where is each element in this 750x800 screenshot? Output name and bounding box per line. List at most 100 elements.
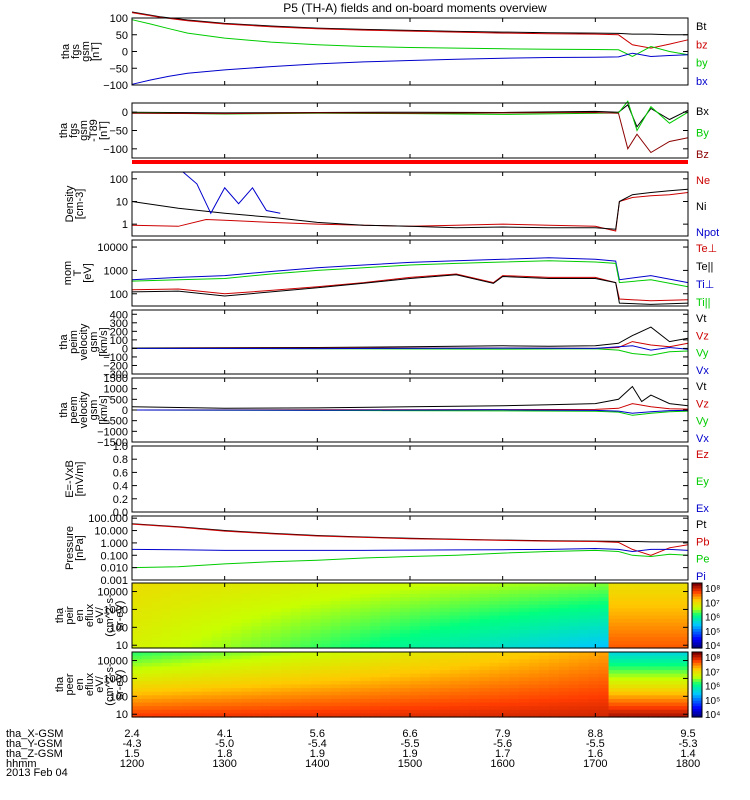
spectrogram-cell xyxy=(539,601,550,606)
spectrogram-cell xyxy=(578,583,590,588)
spectrogram-cell xyxy=(618,655,630,660)
spectrogram-cell xyxy=(628,640,639,645)
spectrogram-cell xyxy=(340,611,352,617)
spectrogram-cell xyxy=(419,673,431,678)
spectrogram-cell xyxy=(449,611,461,617)
panel-frame xyxy=(131,515,689,581)
legend-entry: bx xyxy=(696,76,708,88)
spectrogram-cell xyxy=(658,629,669,635)
spectrogram-cell xyxy=(181,626,193,631)
spectrogram-cell xyxy=(419,698,431,704)
spectrogram-cell xyxy=(529,629,540,635)
spectrogram-cell xyxy=(529,601,540,606)
spectrogram-cell xyxy=(320,597,332,602)
spectrogram-cell xyxy=(608,659,620,664)
spectrogram-cell xyxy=(449,590,461,595)
spectrogram-cell xyxy=(608,586,620,591)
panel-8: 100.00010.0001.0000.1000.0100.001Pressur… xyxy=(64,513,709,587)
spectrogram-cell xyxy=(410,604,421,609)
spectrogram-cell xyxy=(132,633,143,638)
spectrogram-cell xyxy=(181,633,193,638)
spectrogram-cell xyxy=(658,593,669,599)
spectrogram-cell xyxy=(459,615,471,620)
spectrogram-cell xyxy=(549,702,560,707)
spectrogram-cell xyxy=(648,713,659,718)
spectrogram-cell xyxy=(191,629,203,635)
spectrogram-cell xyxy=(539,608,550,613)
spectrogram-cell xyxy=(151,633,163,638)
spectrogram-cell xyxy=(439,673,451,678)
spectrogram-cell xyxy=(410,633,421,638)
spectrogram-cell xyxy=(529,611,540,617)
spectrogram-cell xyxy=(191,619,203,624)
spectrogram-cell xyxy=(489,666,500,671)
spectrogram-cell xyxy=(290,709,302,714)
spectrogram-cell xyxy=(241,608,252,613)
legend-entry: Ez xyxy=(696,449,709,461)
spectrogram-cell xyxy=(370,640,381,645)
spectrogram-cell xyxy=(390,713,401,718)
spectrogram-cell xyxy=(201,626,213,631)
spectrogram-cell xyxy=(360,586,371,591)
spectrogram-cell xyxy=(201,644,213,649)
spectrogram-cell xyxy=(558,590,570,595)
spectrogram-cell xyxy=(132,670,143,675)
spectrogram-cell xyxy=(618,586,630,591)
spectrogram-cell xyxy=(340,673,352,678)
spectrogram-cell xyxy=(509,619,520,624)
spectrogram-cell xyxy=(261,583,272,588)
spectrogram-cell xyxy=(519,637,530,642)
spectrogram-cell xyxy=(598,713,610,718)
spectrogram-cell xyxy=(132,619,143,624)
spectrogram-cell xyxy=(191,684,203,689)
spectrogram-cell xyxy=(588,702,600,707)
spectrogram-cell xyxy=(201,601,213,606)
spectrogram-cell xyxy=(568,677,580,682)
spectrogram-cell xyxy=(608,673,620,678)
spectrogram-cell xyxy=(320,608,332,613)
spectrogram-cell xyxy=(390,622,401,627)
spectrogram-cell xyxy=(429,659,441,664)
spectrogram-cell xyxy=(370,652,381,657)
spectrogram-cell xyxy=(608,640,620,645)
spectrogram-cell xyxy=(271,713,282,718)
spectrogram-cell xyxy=(469,652,481,657)
spectrogram-cell xyxy=(489,684,500,689)
spectrogram-cell xyxy=(479,677,491,682)
spectrogram-cell xyxy=(300,640,312,645)
spectrogram-cell xyxy=(509,677,520,682)
spectrogram-cell xyxy=(390,626,401,631)
colorbar-segment xyxy=(692,689,702,694)
spectrogram-cell xyxy=(310,604,322,609)
spectrogram-cell xyxy=(419,688,431,693)
spectrogram-cell xyxy=(410,662,421,668)
spectrogram-cell xyxy=(588,684,600,689)
spectrogram-cell xyxy=(459,680,471,686)
spectrogram-cell xyxy=(310,695,322,700)
spectrogram-cell xyxy=(330,677,342,682)
spectrogram-cell xyxy=(479,698,491,704)
legend-entry: Vx xyxy=(696,433,709,445)
y-axis-label-line: fgs xyxy=(70,44,82,59)
spectrogram-cell xyxy=(558,633,570,638)
spectrogram-cell xyxy=(132,601,143,606)
spectrogram-cell xyxy=(171,619,183,624)
spectrogram-cell xyxy=(330,593,342,599)
spectrogram-cell xyxy=(439,619,451,624)
spectrogram-cell xyxy=(410,659,421,664)
spectrogram-cell xyxy=(400,633,411,638)
spectrogram-cell xyxy=(568,601,580,606)
spectrogram-cell xyxy=(181,677,193,682)
y-tick-label: 1.0 xyxy=(113,441,128,453)
spectrogram-cell xyxy=(628,593,639,599)
spectrogram-cell xyxy=(350,640,361,645)
spectrogram-cell xyxy=(211,709,222,714)
spectrogram-cell xyxy=(608,713,620,718)
spectrogram-cell xyxy=(300,619,312,624)
spectrogram-cell xyxy=(410,619,421,624)
spectrogram-cell xyxy=(449,604,461,609)
spectrogram-cell xyxy=(211,644,222,649)
spectrogram-cell xyxy=(231,590,242,595)
spectrogram-cell xyxy=(350,583,361,588)
